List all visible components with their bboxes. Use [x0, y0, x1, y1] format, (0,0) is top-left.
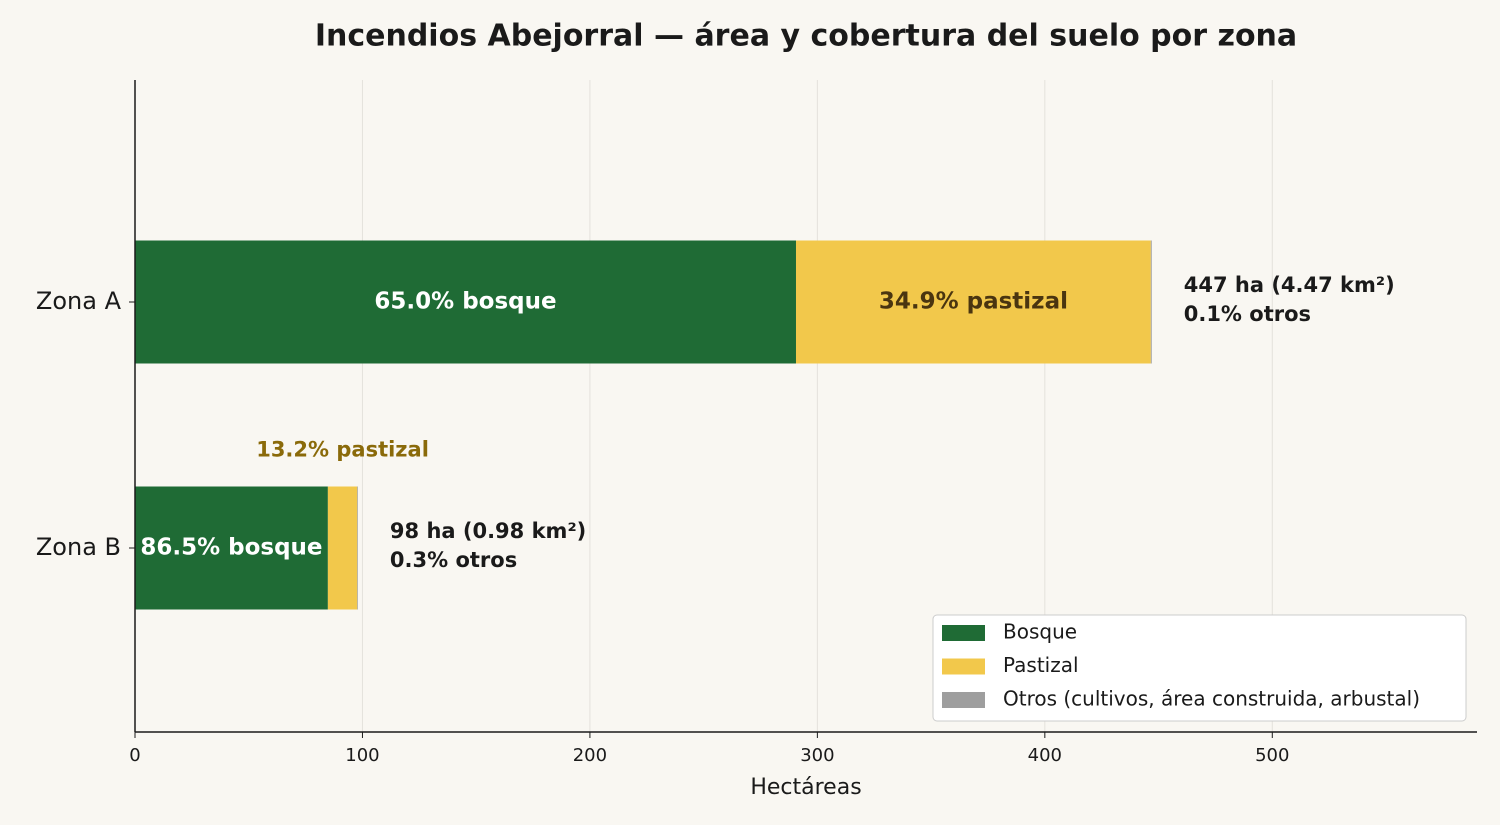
- total-label: 447 ha (4.47 km²): [1184, 273, 1395, 297]
- otros-label: 0.1% otros: [1184, 302, 1311, 326]
- x-tick-label: 200: [573, 745, 607, 766]
- y-tick-label: Zona B: [36, 533, 121, 561]
- legend-swatch: [942, 658, 985, 675]
- segment-label: 65.0% bosque: [374, 289, 556, 315]
- segment-label: 86.5% bosque: [140, 535, 322, 561]
- segment-label: 34.9% pastizal: [879, 289, 1068, 315]
- grid: 0 100 200 300 400 500: [129, 80, 1289, 766]
- bar-segment: [795, 240, 1151, 364]
- x-tick-label: 300: [800, 745, 834, 766]
- bar-segment: [1150, 240, 1152, 364]
- bar-segment: [135, 486, 328, 610]
- legend-label: Otros (cultivos, área construida, arbust…: [1003, 687, 1420, 711]
- chart-title: Incendios Abejorral — área y cobertura d…: [315, 19, 1297, 54]
- x-tick-label: 100: [345, 745, 379, 766]
- x-tick-label: 400: [1028, 745, 1062, 766]
- x-tick-label: 0: [129, 745, 140, 766]
- legend-box: [932, 614, 1467, 722]
- legend-label: Pastizal: [1003, 653, 1079, 677]
- x-axis-label: Hectáreas: [750, 775, 861, 800]
- labels: Zona A 65.0% bosque 34.9% pastizal 447 ha (…: [36, 273, 1395, 572]
- legend: Bosque Pastizal Otros (cultivos, área cons…: [932, 614, 1467, 722]
- legend-swatch: [942, 692, 985, 708]
- segment-label: 13.2% pastizal: [256, 438, 429, 462]
- otros-label: 0.3% otros: [390, 548, 517, 572]
- legend-swatch: [942, 625, 985, 641]
- total-label: 98 ha (0.98 km²): [390, 519, 586, 543]
- legend-label: Bosque: [1003, 620, 1077, 644]
- bar-segment: [135, 240, 796, 364]
- bar-segment: [327, 486, 358, 610]
- x-tick-label: 500: [1255, 745, 1289, 766]
- bars: [135, 240, 1152, 610]
- bar-segment: [357, 486, 358, 610]
- y-tick-label: Zona A: [36, 287, 122, 315]
